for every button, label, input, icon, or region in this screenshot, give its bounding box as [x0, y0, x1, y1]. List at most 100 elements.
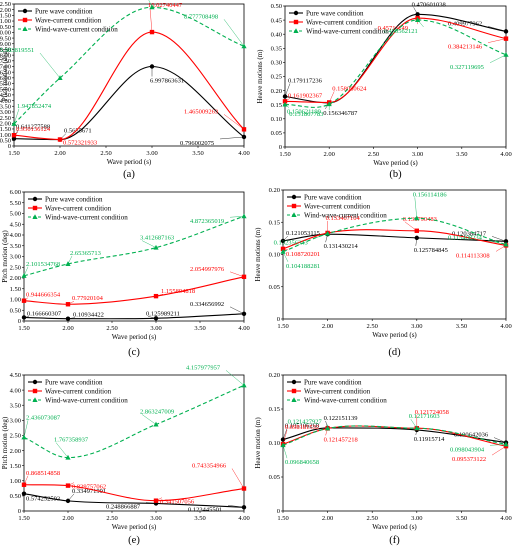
data-label: 0.334971991: [72, 488, 106, 495]
series-line: [13, 65, 245, 141]
legend-entry: Wind-wave-current condition: [45, 213, 128, 221]
legend-marker: [32, 379, 38, 385]
y-tick-label: 7.00: [0, 64, 11, 71]
y-tick-label: 6.50: [0, 69, 11, 76]
plot-frame: [13, 3, 245, 147]
legend-marker: [293, 19, 299, 25]
x-tick-label: 3.00: [411, 323, 422, 330]
data-label: 4.157977957: [186, 364, 221, 371]
x-tick-label: 2.00: [62, 325, 73, 332]
y-tick-label: 1.00: [10, 297, 21, 304]
data-point: [153, 244, 159, 250]
x-tick-label: 1.50: [8, 150, 19, 157]
series-line: [282, 229, 507, 250]
x-tick-label: 3.50: [456, 323, 467, 330]
x-tick-label: 2.50: [367, 323, 378, 330]
data-label: 0.45711149: [378, 25, 408, 32]
data-label: 0.327119695: [450, 64, 484, 71]
y-tick-label: 0: [277, 508, 280, 515]
chart-panel-f: 1.50 2.00 2.50 3.00 3.50 4.00 0 0.05 0.10 0.15 0.2…: [254, 372, 512, 546]
y-tick-label: 11.50: [0, 13, 11, 20]
y-axis-label: Pitch motion (deg): [1, 416, 9, 469]
y-tick-label: 0.30: [271, 60, 282, 67]
y-tick-label: 0.25: [271, 74, 282, 81]
legend-entry: Pure wave condition: [304, 193, 362, 201]
data-point: [325, 230, 331, 236]
legend-entry: Wind-wave-current condition: [304, 211, 387, 219]
legend-marker: [32, 214, 38, 219]
data-label: 0.450562121: [384, 28, 418, 35]
data-label-leader: [13, 108, 20, 124]
x-tick-label: 3.00: [146, 150, 157, 157]
panel-label: (c): [128, 347, 140, 358]
data-label-leader: [282, 251, 289, 262]
panel-label: (e): [128, 535, 140, 546]
y-tick-label: 2.00: [0, 120, 11, 127]
x-tick-label: 1.50: [18, 515, 29, 522]
panel-label: (a): [123, 169, 135, 180]
y-tick-label: 0: [279, 144, 282, 151]
data-label: 0.098181532: [285, 424, 319, 431]
data-label-leader: [223, 114, 245, 130]
data-label: 0.574252593: [26, 496, 60, 503]
y-tick-label: 0: [18, 508, 21, 515]
data-label-leader: [415, 237, 417, 246]
data-label: 0.150621199: [287, 109, 321, 116]
data-label: 0.133407104: [326, 215, 361, 222]
x-tick-label: 3.50: [456, 151, 467, 158]
data-label-leader: [487, 240, 507, 245]
data-label-leader: [231, 468, 245, 489]
data-point: [241, 274, 247, 280]
legend-entry: Wave-current condition: [304, 202, 371, 210]
legend-entry: Wave-current condition: [45, 387, 112, 395]
data-point: [414, 425, 420, 431]
x-tick-label: 4.00: [238, 325, 249, 332]
x-axis-label: Wave period (s): [373, 159, 418, 167]
data-label-leader: [225, 370, 245, 386]
x-tick-label: 3.50: [194, 515, 205, 522]
x-tick-label: 2.50: [106, 515, 117, 522]
data-label-leader: [404, 221, 417, 231]
legend-marker: [22, 8, 28, 14]
y-tick-label: 0.20: [271, 88, 282, 95]
x-tick-label: 4.00: [238, 150, 249, 157]
data-label-leader: [13, 132, 19, 136]
legend-entry: Pure wave condition: [35, 7, 93, 15]
data-label-leader: [67, 482, 75, 486]
legend-marker: [32, 196, 38, 202]
data-label: 0.100642036: [454, 432, 489, 439]
data-label-leader: [284, 104, 290, 108]
y-tick-label: 0.50: [271, 3, 282, 10]
data-label: 2.65365713: [70, 250, 101, 257]
series-line: [282, 425, 507, 446]
legend-marker: [291, 388, 297, 394]
x-tick-label: 3.00: [412, 151, 423, 158]
x-tick-label: 3.00: [150, 515, 161, 522]
data-label: 0.122151139: [324, 415, 358, 422]
series-line: [282, 217, 507, 253]
data-label: 0.341507056: [160, 499, 195, 506]
data-label: 0.796002075: [180, 140, 214, 147]
data-label: 0.120384717: [452, 230, 487, 237]
legend-entry: Wind-wave-current condition: [45, 396, 128, 404]
data-label: 2.863247009: [140, 408, 174, 415]
data-label-leader: [227, 505, 245, 508]
data-label: 0.121457218: [324, 436, 358, 443]
y-tick-label: 4.50: [0, 92, 11, 99]
data-label: 2.101534768: [26, 261, 60, 268]
y-tick-label: 10.50: [0, 24, 11, 31]
data-label-leader: [67, 493, 75, 502]
legend-marker: [291, 379, 297, 385]
legend-marker: [32, 397, 38, 402]
legend-entry: Wind-wave-current condition: [304, 396, 387, 404]
data-label-leader: [39, 52, 61, 79]
data-label: 0.121053115: [286, 230, 320, 237]
y-tick-label: 0.10: [269, 440, 280, 447]
y-tick-label: 0.15: [269, 406, 280, 413]
data-label-leader: [141, 240, 157, 248]
data-label: 0.131430214: [324, 243, 359, 250]
data-label-leader: [413, 7, 418, 15]
data-point: [503, 241, 509, 247]
x-tick-label: 4.00: [500, 151, 511, 158]
data-label-leader: [23, 420, 29, 438]
